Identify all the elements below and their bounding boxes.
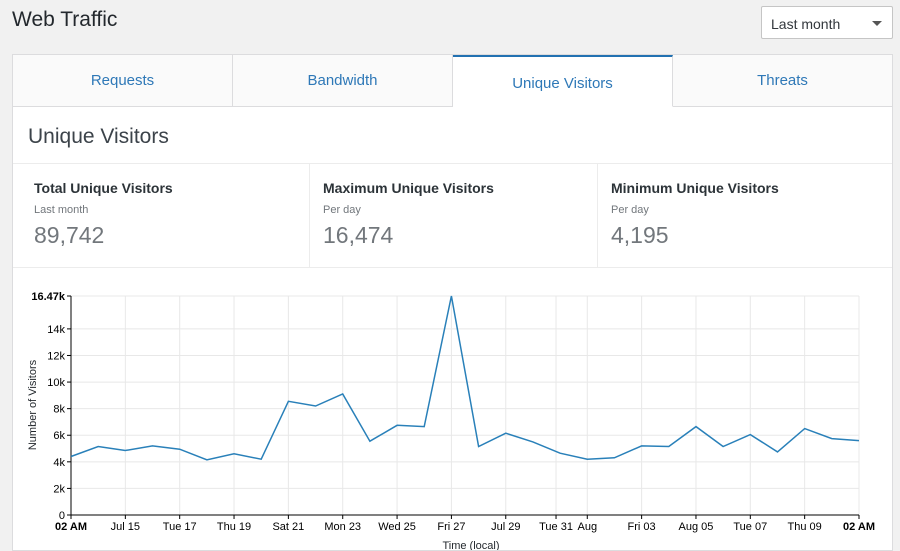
x-axis-label: Time (local) bbox=[442, 540, 499, 550]
y-tick-label: 8k bbox=[53, 404, 65, 416]
y-tick-label: 14k bbox=[47, 324, 65, 336]
x-tick-label: Jul 15 bbox=[111, 521, 140, 533]
section-title: Unique Visitors bbox=[28, 125, 169, 148]
stat-maximum-unique-visitors: Maximum Unique Visitors Per day 16,474 bbox=[309, 164, 597, 268]
x-tick-label: Tue 31 bbox=[539, 521, 573, 533]
y-axis-label: Number of Visitors bbox=[27, 359, 39, 450]
tab-label: Bandwidth bbox=[307, 72, 378, 89]
y-tick-label: 10k bbox=[47, 377, 65, 389]
y-tick-label: 4k bbox=[53, 457, 65, 469]
x-tick-label: Fri 27 bbox=[437, 521, 465, 533]
x-axis-ticks: 02 AM Jul 15 Tue 17 Thu 19 Sat 21 Mon 23 Wed 2… bbox=[55, 515, 875, 533]
x-tick-label: Thu 19 bbox=[217, 521, 251, 533]
x-tick-label: Jul 29 bbox=[491, 521, 520, 533]
traffic-panel: Requests Bandwidth Unique Visitors Threa… bbox=[12, 54, 893, 551]
y-tick-label: 6k bbox=[53, 430, 65, 442]
tab-label: Threats bbox=[757, 72, 808, 89]
tab-requests[interactable]: Requests bbox=[13, 55, 233, 107]
caret-down-icon bbox=[872, 21, 882, 26]
stat-minimum-unique-visitors: Minimum Unique Visitors Per day 4,195 bbox=[597, 164, 892, 268]
date-range-select[interactable]: Last month bbox=[761, 6, 893, 39]
y-tick-label: 2k bbox=[53, 483, 65, 495]
tab-threats[interactable]: Threats bbox=[673, 55, 892, 107]
page-title: Web Traffic bbox=[12, 8, 118, 31]
x-tick-label: Aug 05 bbox=[679, 521, 714, 533]
tab-bar: Requests Bandwidth Unique Visitors Threa… bbox=[13, 55, 892, 107]
x-tick-label: Wed 25 bbox=[378, 521, 416, 533]
stat-label: Minimum Unique Visitors bbox=[611, 180, 779, 196]
x-tick-label: 02 AM bbox=[843, 521, 875, 533]
stat-value: 16,474 bbox=[323, 222, 394, 248]
series-line bbox=[70, 295, 860, 461]
stat-sublabel: Per day bbox=[323, 204, 361, 216]
stat-sublabel: Last month bbox=[34, 204, 89, 216]
stat-value: 89,742 bbox=[34, 222, 105, 248]
stat-label: Maximum Unique Visitors bbox=[323, 180, 494, 196]
stat-label: Total Unique Visitors bbox=[34, 180, 173, 196]
x-tick-label: Tue 07 bbox=[733, 521, 767, 533]
x-tick-label: 02 AM bbox=[55, 521, 87, 533]
y-tick-label: 12k bbox=[47, 350, 65, 362]
y-axis-ticks: 0 2k 4k 6k 8k 10k 12k 14k 16.47k bbox=[31, 291, 71, 522]
stat-value: 4,195 bbox=[611, 222, 669, 248]
stats-row: Total Unique Visitors Last month 89,742 … bbox=[13, 163, 892, 268]
tab-label: Requests bbox=[90, 72, 155, 89]
tab-unique-visitors[interactable]: Unique Visitors bbox=[453, 55, 673, 107]
unique-visitors-line-chart: 0 2k 4k 6k 8k 10k 12k 14k 16.47k 02 AM Jul 15 Tue … bbox=[27, 291, 875, 550]
chart-axes bbox=[70, 296, 859, 516]
chart-grid bbox=[70, 295, 860, 515]
stat-sublabel: Per day bbox=[611, 204, 649, 216]
x-tick-label: Aug bbox=[577, 521, 597, 533]
y-tick-label: 16.47k bbox=[31, 291, 66, 303]
x-tick-label: Sat 21 bbox=[272, 521, 304, 533]
date-range-selected-value: Last month bbox=[771, 16, 841, 32]
x-tick-label: Thu 09 bbox=[788, 521, 822, 533]
tab-label: Unique Visitors bbox=[512, 75, 613, 92]
x-tick-label: Fri 03 bbox=[628, 521, 656, 533]
x-tick-label: Mon 23 bbox=[324, 521, 361, 533]
y-tick-label: 0 bbox=[59, 510, 65, 522]
stat-total-unique-visitors: Total Unique Visitors Last month 89,742 bbox=[13, 164, 309, 268]
tab-bandwidth[interactable]: Bandwidth bbox=[233, 55, 453, 107]
x-tick-label: Tue 17 bbox=[163, 521, 197, 533]
